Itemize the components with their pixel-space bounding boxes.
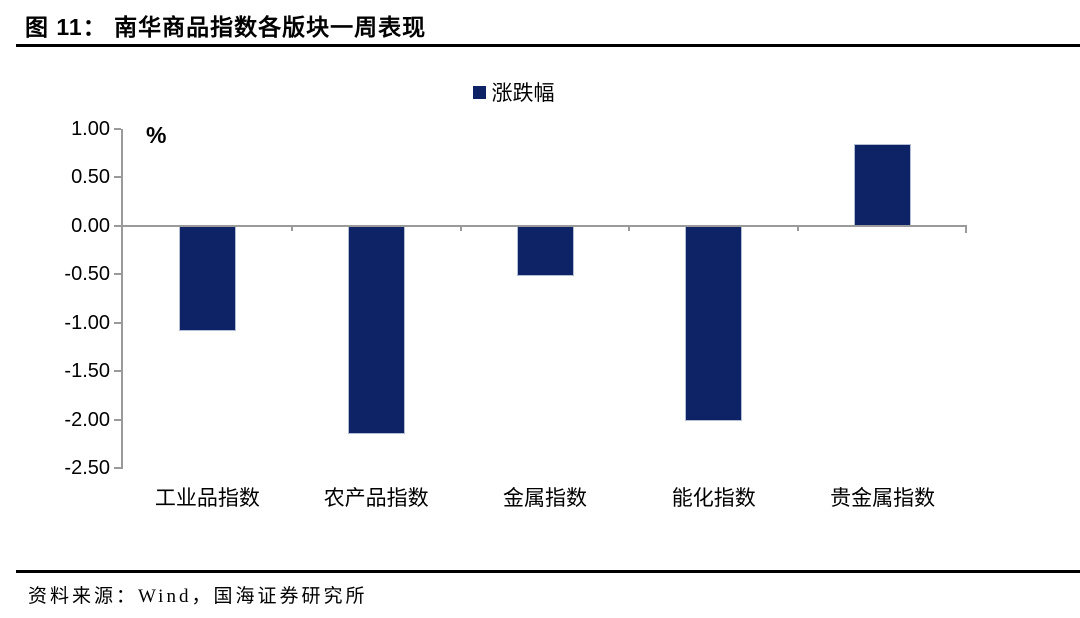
y-axis-tick-5 [114,370,121,373]
y-axis-tick-label-5: -1.50 [64,360,110,383]
y-axis-unit-label: % [146,122,167,148]
y-axis-tick-3 [114,273,121,276]
source-divider-rule [16,570,1080,573]
y-axis-tick-label-1: 0.50 [71,166,110,189]
x-axis-zero-line [121,224,967,227]
x-axis-label-2: 金属指数 [503,487,587,510]
bar-0 [178,225,236,332]
figure-title: 图 11： 南华商品指数各版块一周表现 [25,14,427,40]
y-axis-tick-label-7: -2.50 [64,457,110,479]
x-axis-label-1: 农产品指数 [323,487,429,510]
y-axis-tick-0 [114,128,121,130]
y-axis-tick-1 [114,176,121,179]
y-axis-line [121,129,123,469]
bar-2 [516,225,574,277]
chart-legend: 涨跌幅 [60,79,967,105]
bar-1 [347,225,405,435]
x-axis-boundary-tick-2 [459,225,462,231]
source-note: 资料来源：Wind，国海证券研究所 [28,586,368,607]
y-axis-tick-label-6: -2.00 [64,408,110,431]
y-axis-tick-label-4: -1.00 [64,311,110,334]
y-axis-tick-6 [114,418,121,421]
x-axis-end-tick [965,225,967,233]
title-divider-rule [16,44,1080,47]
y-axis-tick-4 [114,321,121,324]
bar-4 [854,144,912,226]
bar-3 [685,225,743,422]
x-axis-label-0: 工业品指数 [154,487,260,510]
legend-swatch-icon [472,85,486,99]
y-axis-tick-2 [114,224,121,227]
x-axis-label-4: 贵金属指数 [830,487,936,510]
x-axis-boundary-tick-1 [290,225,293,231]
y-axis-tick-label-3: -0.50 [64,263,110,286]
y-axis-tick-7 [114,467,121,469]
x-axis-boundary-tick-4 [797,225,800,231]
y-axis-tick-label-2: 0.00 [71,214,110,237]
legend-label: 涨跌幅 [491,82,555,105]
x-axis-boundary-tick-3 [628,225,631,231]
chart-canvas: 1.00 0.50 0.00 -0.50 -1.00 -1.50 -2.00 -2.50 工业品… [64,118,967,510]
x-axis-label-3: 能化指数 [671,487,756,510]
y-axis-tick-label-0: 1.00 [71,118,110,140]
